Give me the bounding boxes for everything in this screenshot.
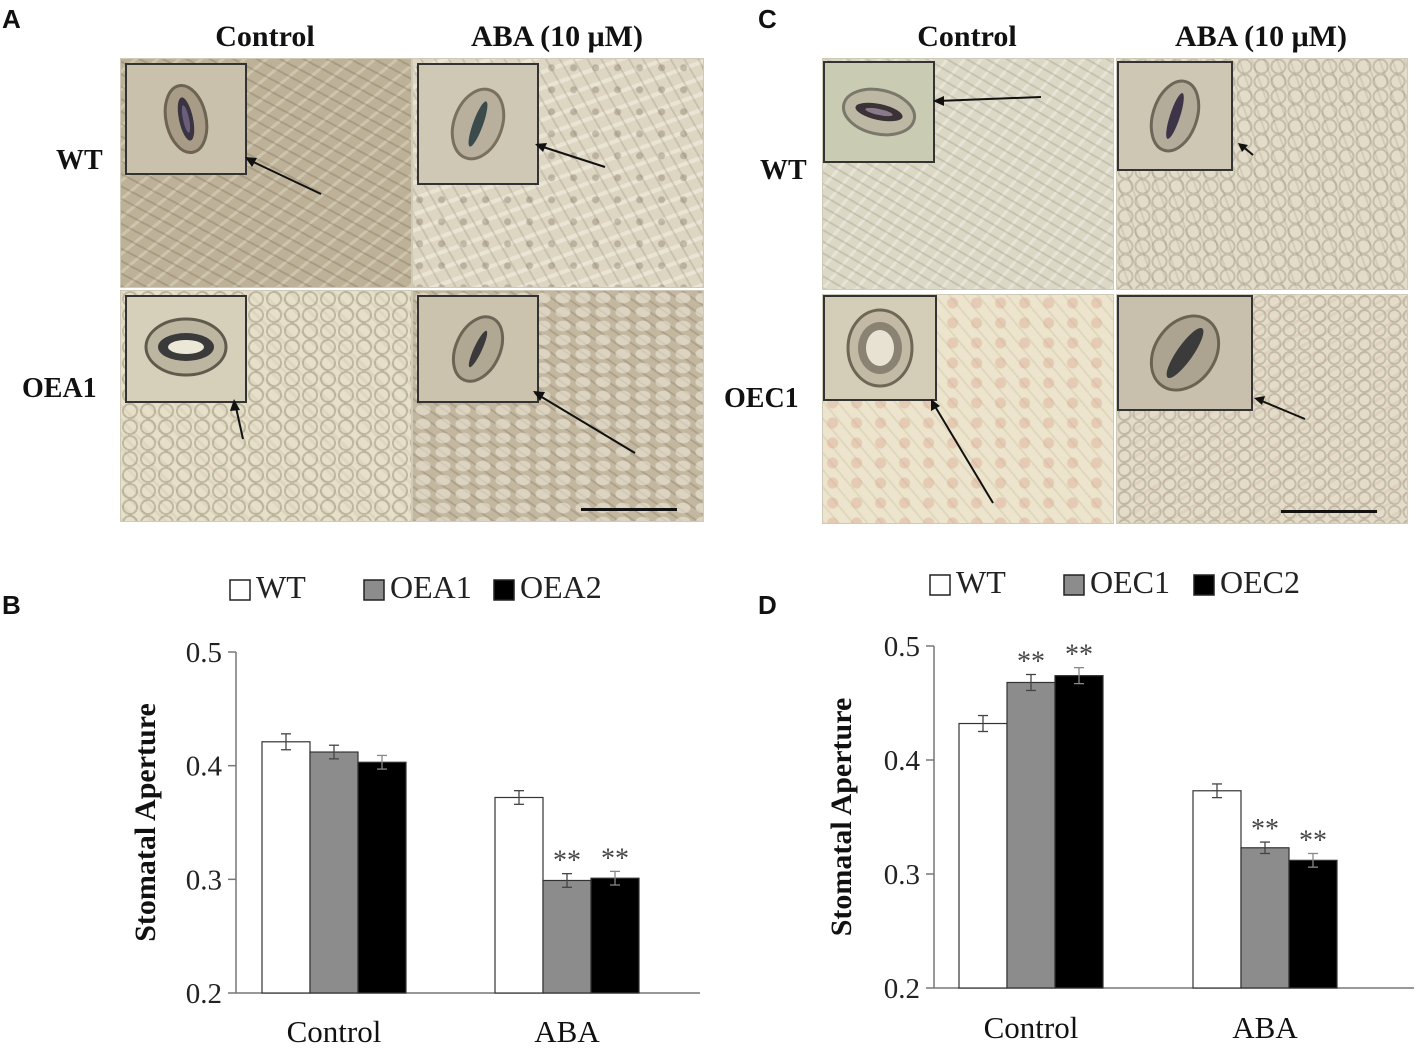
arrow-a-oea1-control [230, 399, 244, 440]
micrograph-c-oec1-control [822, 294, 1114, 524]
micrograph-a-wt-control [120, 58, 412, 288]
micrograph-c-wt-aba [1116, 58, 1408, 290]
panel-letter-b: B [2, 590, 21, 620]
panel-c-column-control: Control [917, 20, 1017, 53]
arrow-c-oec1-aba [1254, 396, 1306, 420]
micrograph-a-wt-aba [412, 58, 704, 288]
y-axis-label: Stomatal Aperture [825, 698, 858, 937]
x-category-label-aba: ABA [534, 1014, 600, 1049]
micrograph-a-oea1-aba [412, 290, 704, 522]
arrow-c-oec1-control [931, 399, 994, 504]
legend-swatch-oec2 [1193, 574, 1215, 596]
arrow-c-wt-control [933, 96, 1042, 106]
bar-oea2-aba [590, 877, 640, 994]
panel-a-column-aba: ABA (10 μM) [471, 20, 643, 53]
y-tick-label: 0.5 [186, 637, 222, 669]
stoma-inset-a-wt-aba [417, 63, 539, 185]
legend-label-oea2: OEA2 [520, 569, 602, 605]
legend-label-wt: WT [256, 569, 306, 605]
y-axis-label: Stomatal Aperture [129, 703, 162, 942]
micrograph-c-wt-control [822, 58, 1114, 290]
legend-swatch-wt [229, 579, 251, 601]
bar-oea1-aba [542, 879, 592, 994]
legend-swatch-oea2 [493, 579, 515, 601]
y-tick-label: 0.4 [186, 751, 223, 783]
y-tick-label: 0.3 [186, 864, 222, 896]
bar-oec1-control [1006, 681, 1056, 989]
panel-c-row-wt: WT [760, 155, 807, 186]
micrograph-c-oec1-aba [1116, 294, 1408, 524]
significance-mark: ** [1017, 647, 1045, 678]
bar-oec2-control [1054, 675, 1104, 989]
bar-wt-aba [1192, 790, 1242, 989]
bar-oea2-control [357, 761, 407, 994]
y-tick-label: 0.3 [884, 859, 920, 891]
arrow-c-wt-aba [1238, 143, 1254, 156]
stoma-inset-a-oea1-aba [417, 295, 539, 403]
arrow-a-wt-control [245, 157, 322, 195]
panel-c-column-aba: ABA (10 μM) [1175, 20, 1347, 53]
x-category-label-aba: ABA [1232, 1010, 1298, 1045]
legend-label-oec2: OEC2 [1220, 564, 1300, 600]
panel-c-row-oec1: OEC1 [724, 383, 799, 414]
panel-a-row-wt: WT [56, 145, 103, 176]
panel-a-row-oea1: OEA1 [22, 373, 97, 404]
scale-bar-a [581, 508, 677, 511]
panel-letter-d: D [758, 590, 777, 620]
y-tick-label: 0.2 [884, 973, 920, 1005]
stoma-inset-c-oec1-aba [1117, 295, 1253, 411]
bar-wt-aba [494, 796, 544, 994]
bar-oec2-aba [1288, 859, 1338, 989]
y-tick-label: 0.2 [186, 978, 222, 1010]
stoma-inset-a-oea1-control [125, 295, 247, 403]
panel-letter-a: A [2, 4, 21, 34]
significance-mark: ** [601, 843, 629, 874]
significance-mark: ** [1065, 640, 1093, 671]
panel-a-column-control: Control [215, 20, 315, 53]
bar-oea1-control [309, 751, 359, 994]
x-category-label-control: Control [287, 1014, 382, 1049]
x-category-label-control: Control [984, 1010, 1079, 1045]
legend-label-oea1: OEA1 [390, 569, 472, 605]
bar-oec1-aba [1240, 847, 1290, 989]
legend-swatch-oea1 [363, 579, 385, 601]
stoma-inset-c-wt-aba [1117, 61, 1233, 171]
significance-mark: ** [1299, 825, 1327, 856]
chart-d: WT OEC1 OEC2 0.2 0.3 0.4 0.5 Stomatal Aperture *… [825, 564, 1414, 1045]
micrograph-a-oea1-control [120, 290, 412, 522]
significance-mark: ** [553, 846, 581, 877]
significance-mark: ** [1251, 814, 1279, 845]
stoma-inset-a-wt-control [125, 63, 247, 175]
arrow-a-oea1-aba [533, 391, 636, 454]
bar-wt-control [261, 741, 311, 994]
scale-bar-c [1281, 510, 1377, 513]
arrow-a-wt-aba [535, 143, 606, 168]
stoma-inset-c-wt-control [823, 61, 935, 163]
legend-label-oec1: OEC1 [1090, 564, 1170, 600]
y-tick-label: 0.4 [884, 745, 921, 777]
bar-wt-control [958, 722, 1008, 989]
legend-label-wt: WT [956, 564, 1006, 600]
y-tick-label: 0.5 [884, 631, 920, 663]
stoma-inset-c-oec1-control [823, 295, 937, 401]
chart-b: WT OEA1 OEA2 0.2 0.3 0.4 0.5 Stomatal Aperture C… [129, 569, 700, 1049]
panel-letter-c: C [758, 4, 777, 34]
legend-swatch-oec1 [1063, 574, 1085, 596]
legend-swatch-wt [929, 574, 951, 596]
